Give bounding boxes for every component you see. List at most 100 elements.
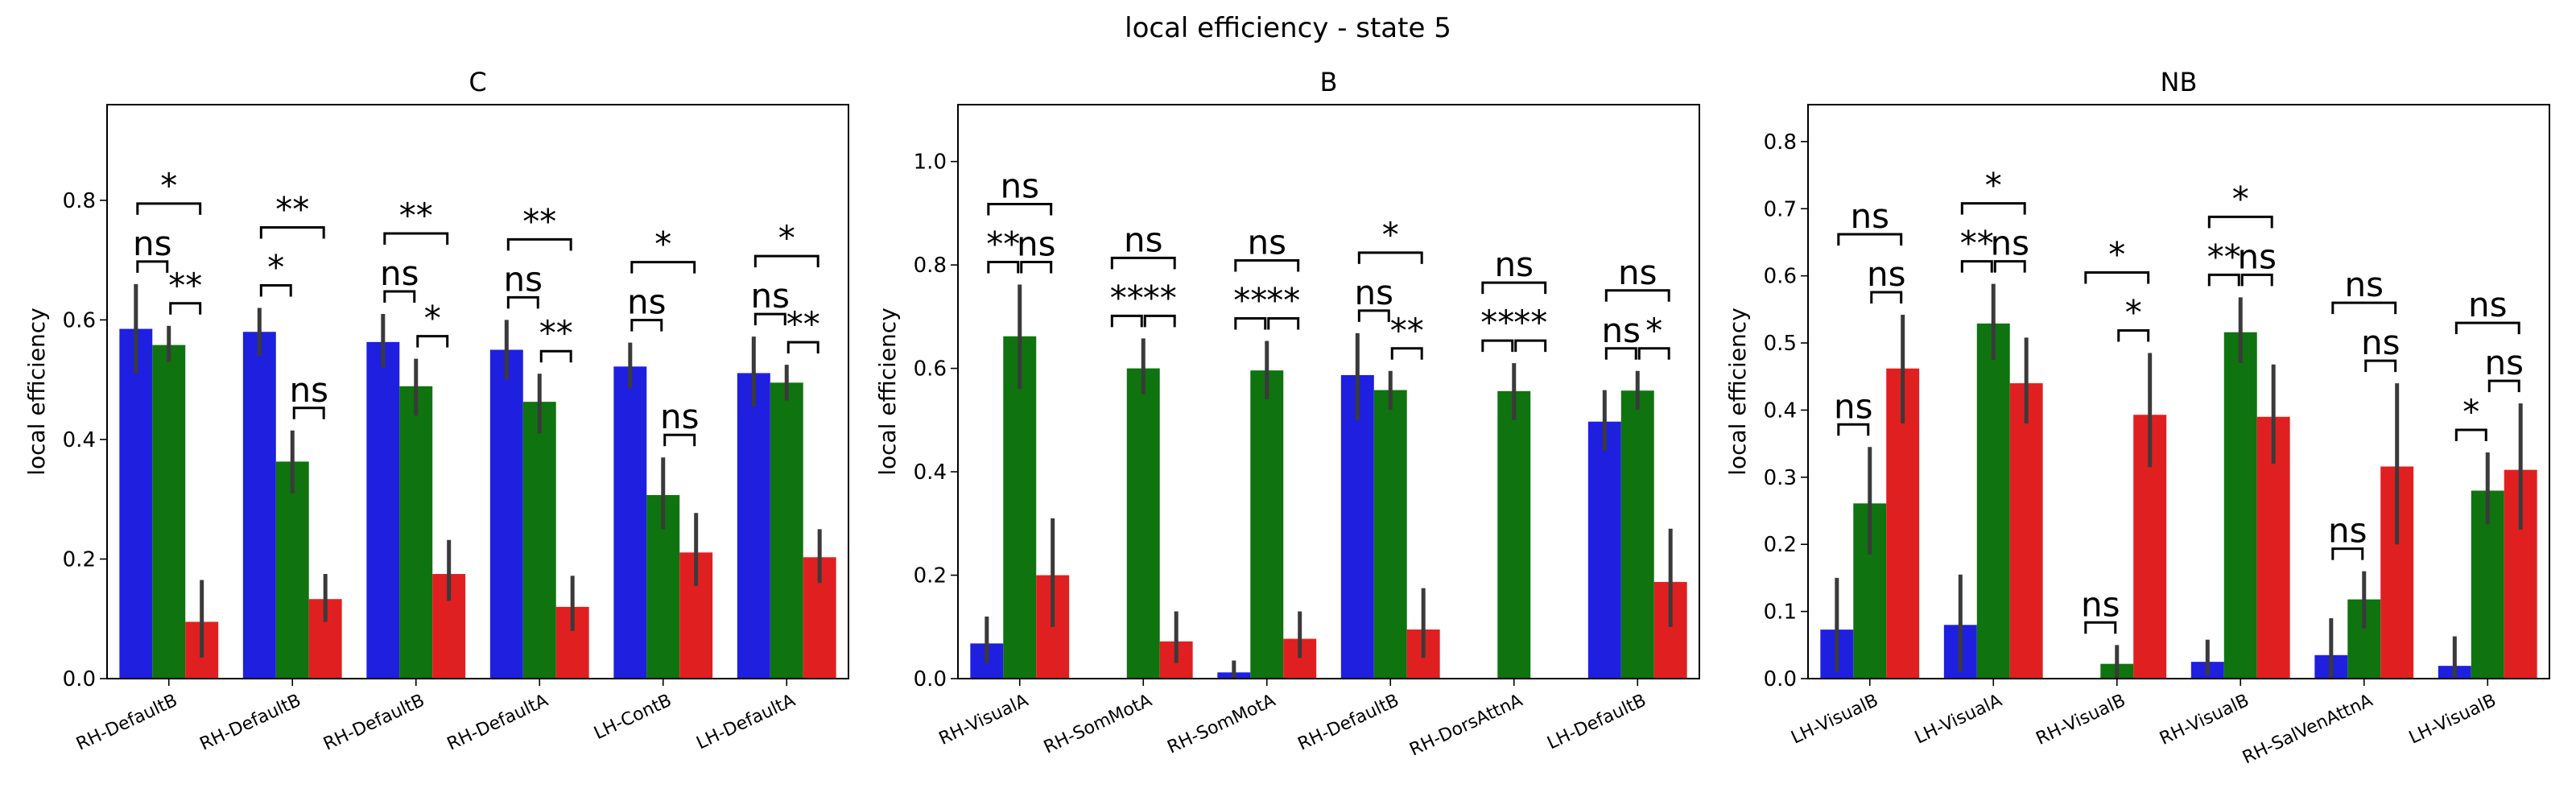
significance-label: **: [2207, 237, 2241, 276]
x-tick-label: RH-SalVenAttnA: [2240, 691, 2376, 769]
x-tick-label: RH-VisualB: [2157, 691, 2252, 749]
y-tick-label: 0.6: [1764, 265, 1797, 289]
bar: [2009, 383, 2043, 679]
significance-label: **: [522, 201, 556, 241]
significance-bracket: [1604, 289, 1670, 302]
significance-bracket: [1870, 291, 1903, 304]
significance-bracket: [506, 237, 572, 251]
significance-label: ns: [627, 283, 667, 322]
y-tick-label: 0.0: [1764, 667, 1797, 691]
significance-label: *: [654, 225, 671, 264]
bar: [1587, 421, 1621, 679]
significance-bracket: [786, 341, 819, 354]
significance-bracket: [539, 349, 572, 363]
panel-title: NB: [2161, 67, 2198, 97]
significance-label: **: [1266, 281, 1300, 320]
x-tick-label: LH-DefaultB: [1544, 691, 1649, 754]
significance-bracket: [1960, 202, 2026, 215]
significance-label: ns: [2328, 511, 2368, 551]
y-axis-label: local efficiency: [874, 308, 901, 476]
bar: [399, 386, 433, 679]
significance-label: **: [1143, 278, 1177, 317]
significance-label: **: [1390, 311, 1424, 350]
significance-bracket: [383, 290, 416, 303]
significance-label: **: [1513, 303, 1547, 342]
significance-label: ns: [751, 276, 791, 316]
x-tick-label: LH-VisualA: [1912, 691, 2005, 749]
x-tick-label: RH-SomMotA: [1041, 691, 1155, 758]
x-tick-label: LH-ContB: [591, 691, 675, 744]
significance-bracket: [663, 433, 696, 447]
x-tick-label: RH-SomMotA: [1165, 691, 1279, 758]
significance-bracket: [2331, 301, 2397, 315]
bar: [366, 341, 400, 679]
significance-label: *: [2232, 179, 2249, 218]
x-tick-label: RH-VisualB: [2033, 691, 2129, 749]
significance-bracket: [136, 202, 202, 215]
y-tick-label: 0.6: [914, 357, 947, 382]
significance-bracket: [1837, 233, 1903, 246]
significance-label: ns: [1618, 253, 1657, 292]
significance-bracket: [1110, 256, 1176, 270]
significance-bracket: [987, 261, 1020, 274]
significance-label: ns: [380, 254, 419, 293]
significance-bracket: [2240, 273, 2273, 287]
significance-label: **: [275, 190, 309, 229]
significance-bracket: [292, 407, 325, 419]
x-tick-label: LH-VisualB: [1788, 691, 1881, 749]
significance-bracket: [1357, 309, 1390, 322]
plot-frame: [106, 104, 849, 679]
panel-title: B: [1320, 67, 1338, 97]
significance-label: ns: [1494, 245, 1534, 284]
y-tick-label: 0.8: [63, 189, 96, 213]
significance-bracket: [506, 295, 539, 309]
x-tick-label: RH-DefaultB: [320, 691, 427, 755]
significance-label: ns: [2468, 285, 2508, 324]
y-tick-label: 0.3: [1764, 466, 1797, 490]
y-tick-label: 0.6: [63, 308, 96, 332]
x-tick-label: RH-DefaultA: [444, 691, 551, 755]
significance-bracket: [1234, 259, 1300, 272]
x-tick-label: RH-DefaultB: [73, 691, 180, 755]
x-tick-label: LH-DefaultA: [693, 691, 798, 754]
bar: [1976, 323, 2010, 679]
significance-bracket: [753, 254, 819, 268]
significance-label: ns: [1867, 254, 1906, 294]
bar: [275, 461, 309, 679]
significance-label: ns: [2237, 237, 2277, 276]
significance-bracket: [1357, 251, 1423, 264]
significance-bracket: [630, 319, 663, 332]
bar: [119, 328, 153, 679]
significance-bracket: [2487, 379, 2520, 393]
significance-bracket: [136, 260, 169, 273]
significance-label: ns: [1602, 311, 1641, 350]
significance-label: ns: [1990, 224, 2029, 263]
y-tick-label: 0.4: [914, 460, 947, 485]
significance-label: **: [986, 225, 1020, 264]
x-tick-label: RH-DefaultB: [197, 691, 304, 755]
significance-bracket: [1993, 260, 2026, 273]
x-tick-label: RH-DefaultB: [1295, 691, 1402, 755]
significance-label: *: [267, 248, 284, 287]
significance-bracket: [2364, 359, 2397, 373]
significance-bracket: [259, 226, 325, 239]
significance-bracket: [1481, 281, 1547, 295]
significance-bracket: [2207, 215, 2273, 229]
y-tick-label: 0.4: [1764, 398, 1797, 423]
significance-label: ns: [660, 397, 700, 436]
significance-bracket: [987, 203, 1053, 216]
significance-label: **: [399, 196, 433, 235]
significance-label: ns: [2081, 584, 2120, 624]
significance-bracket: [1637, 347, 1670, 360]
significance-bracket: [1110, 314, 1143, 328]
bar: [242, 332, 276, 679]
significance-bracket: [1604, 347, 1637, 360]
significance-bracket: [1234, 317, 1267, 330]
bar: [2223, 332, 2257, 679]
significance-label: **: [786, 304, 820, 344]
x-tick-label: RH-VisualA: [936, 691, 1032, 749]
bar: [613, 366, 647, 679]
significance-label: **: [1480, 303, 1514, 342]
bar: [1373, 390, 1407, 679]
